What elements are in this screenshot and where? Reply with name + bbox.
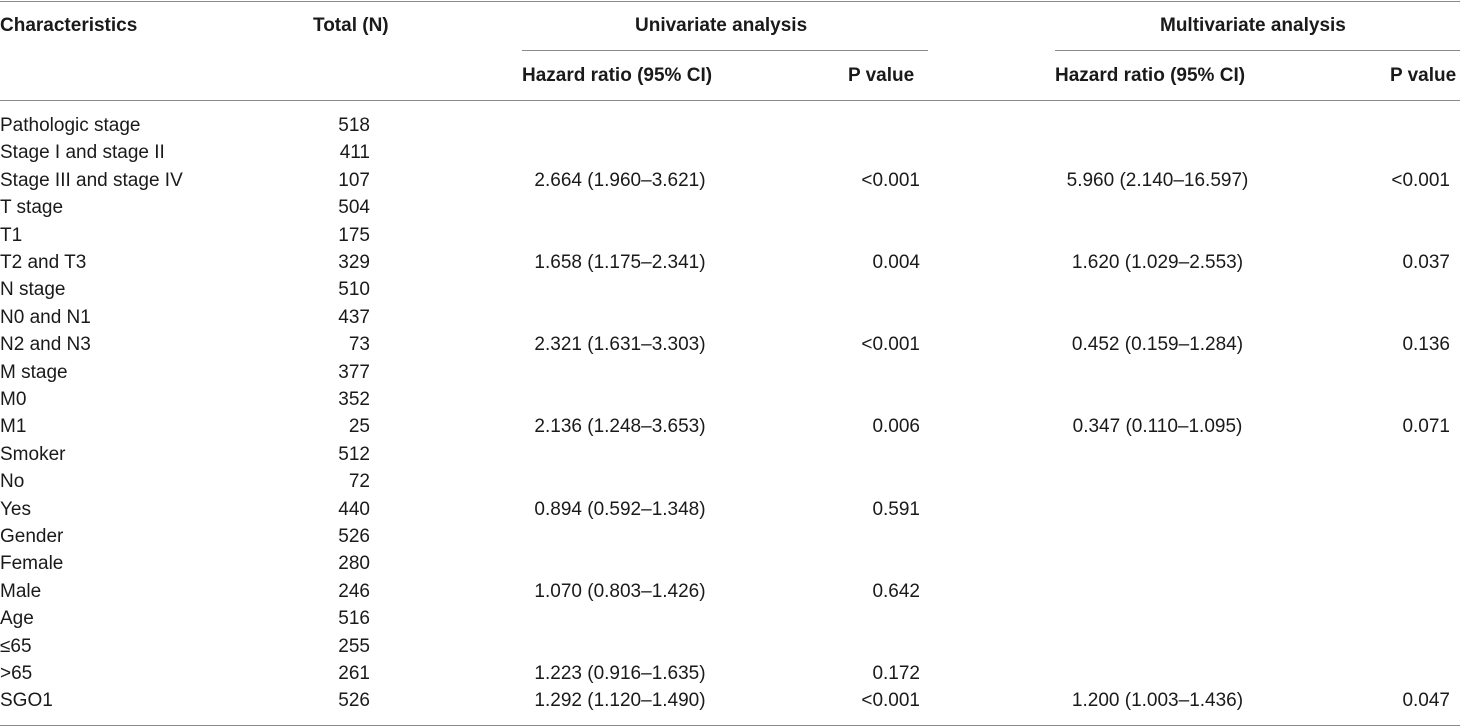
row-uni-p-value: 0.591 (872, 499, 920, 520)
row-uni-p-value: <0.001 (861, 690, 920, 711)
row-uni-p-value: <0.001 (861, 334, 920, 355)
header-uni-hazard-ratio: Hazard ratio (95% CI) (522, 65, 713, 86)
bottom-rule (0, 725, 1460, 726)
row-characteristic: ≤65 (0, 636, 32, 657)
row-uni-hazard-ratio: 2.664 (1.960–3.621) (534, 170, 706, 191)
univariate-group-rule (522, 50, 928, 51)
header-total: Total (N) (313, 15, 389, 36)
row-total: 73 (348, 334, 370, 355)
row-characteristic: SGO1 (0, 690, 53, 711)
row-characteristic: Gender (0, 526, 64, 547)
row-characteristic: N stage (0, 279, 66, 300)
row-characteristic: Stage I and stage II (0, 142, 165, 163)
row-total: 72 (348, 471, 370, 492)
row-uni-hazard-ratio: 1.223 (0.916–1.635) (534, 663, 706, 684)
row-characteristic: N0 and N1 (0, 307, 91, 328)
row-total: 175 (338, 225, 370, 246)
row-uni-hazard-ratio: 1.070 (0.803–1.426) (534, 581, 706, 602)
row-characteristic: T1 (0, 225, 23, 246)
row-multi-p-value: 0.037 (1402, 252, 1450, 273)
row-multi-p-value: 0.071 (1402, 416, 1450, 437)
header-univariate: Univariate analysis (635, 15, 808, 36)
row-characteristic: Stage III and stage IV (0, 170, 183, 191)
row-characteristic: >65 (0, 663, 33, 684)
row-uni-hazard-ratio: 2.136 (1.248–3.653) (534, 416, 706, 437)
row-characteristic: Male (0, 581, 42, 602)
row-total: 440 (338, 499, 370, 520)
row-total: 526 (338, 690, 370, 711)
row-characteristic: Female (0, 553, 64, 574)
row-characteristic: M stage (0, 362, 68, 383)
row-characteristic: T stage (0, 197, 64, 218)
row-characteristic: M1 (0, 416, 27, 437)
row-total: 255 (338, 636, 370, 657)
header-multi-p-value: P value (1390, 65, 1457, 86)
header-uni-p-value: P value (848, 65, 915, 86)
header-characteristics: Characteristics (0, 15, 138, 36)
row-total: 352 (338, 389, 370, 410)
row-multi-hazard-ratio: 1.620 (1.029–2.553) (1071, 252, 1244, 273)
row-uni-hazard-ratio: 1.292 (1.120–1.490) (534, 690, 706, 711)
row-multi-p-value: 0.047 (1402, 690, 1450, 711)
row-total: 518 (338, 115, 370, 136)
row-uni-p-value: 0.642 (872, 581, 920, 602)
row-total: 411 (339, 142, 370, 163)
row-characteristic: Age (0, 608, 34, 629)
row-uni-p-value: 0.006 (872, 416, 920, 437)
row-total: 107 (338, 170, 370, 191)
row-characteristic: M0 (0, 389, 27, 410)
row-characteristic: Yes (0, 499, 31, 520)
row-total: 246 (338, 581, 370, 602)
row-total: 377 (338, 362, 370, 383)
row-total: 504 (338, 197, 370, 218)
row-total: 329 (338, 252, 370, 273)
row-total: 261 (338, 663, 370, 684)
row-uni-p-value: 0.004 (872, 252, 920, 273)
header-multi-hazard-ratio: Hazard ratio (95% CI) (1055, 65, 1246, 86)
top-rule (0, 1, 1460, 2)
row-total: 526 (338, 526, 370, 547)
row-characteristic: Pathologic stage (0, 115, 141, 136)
row-multi-hazard-ratio: 0.452 (0.159–1.284) (1071, 334, 1244, 355)
row-multi-hazard-ratio: 1.200 (1.003–1.436) (1071, 690, 1244, 711)
row-characteristic: N2 and N3 (0, 334, 91, 355)
row-multi-hazard-ratio: 0.347 (0.110–1.095) (1072, 416, 1243, 437)
row-uni-hazard-ratio: 2.321 (1.631–3.303) (534, 334, 706, 355)
header-multivariate: Multivariate analysis (1160, 15, 1346, 36)
row-multi-p-value: <0.001 (1391, 170, 1450, 191)
header-bottom-rule (0, 100, 1460, 101)
row-uni-p-value: <0.001 (861, 170, 920, 191)
row-total: 512 (338, 444, 370, 465)
row-total: 25 (348, 416, 370, 437)
row-characteristic: T2 and T3 (0, 252, 87, 273)
multivariate-group-rule (1055, 50, 1460, 51)
row-multi-p-value: 0.136 (1402, 334, 1450, 355)
row-characteristic: No (0, 471, 25, 492)
row-multi-hazard-ratio: 5.960 (2.140–16.597) (1066, 170, 1249, 191)
row-uni-p-value: 0.172 (872, 663, 920, 684)
row-uni-hazard-ratio: 0.894 (0.592–1.348) (534, 499, 706, 520)
row-total: 280 (338, 553, 370, 574)
row-total: 516 (338, 608, 370, 629)
row-uni-hazard-ratio: 1.658 (1.175–2.341) (534, 252, 706, 273)
row-characteristic: Smoker (0, 444, 66, 465)
row-total: 510 (338, 279, 370, 300)
row-total: 437 (338, 307, 370, 328)
